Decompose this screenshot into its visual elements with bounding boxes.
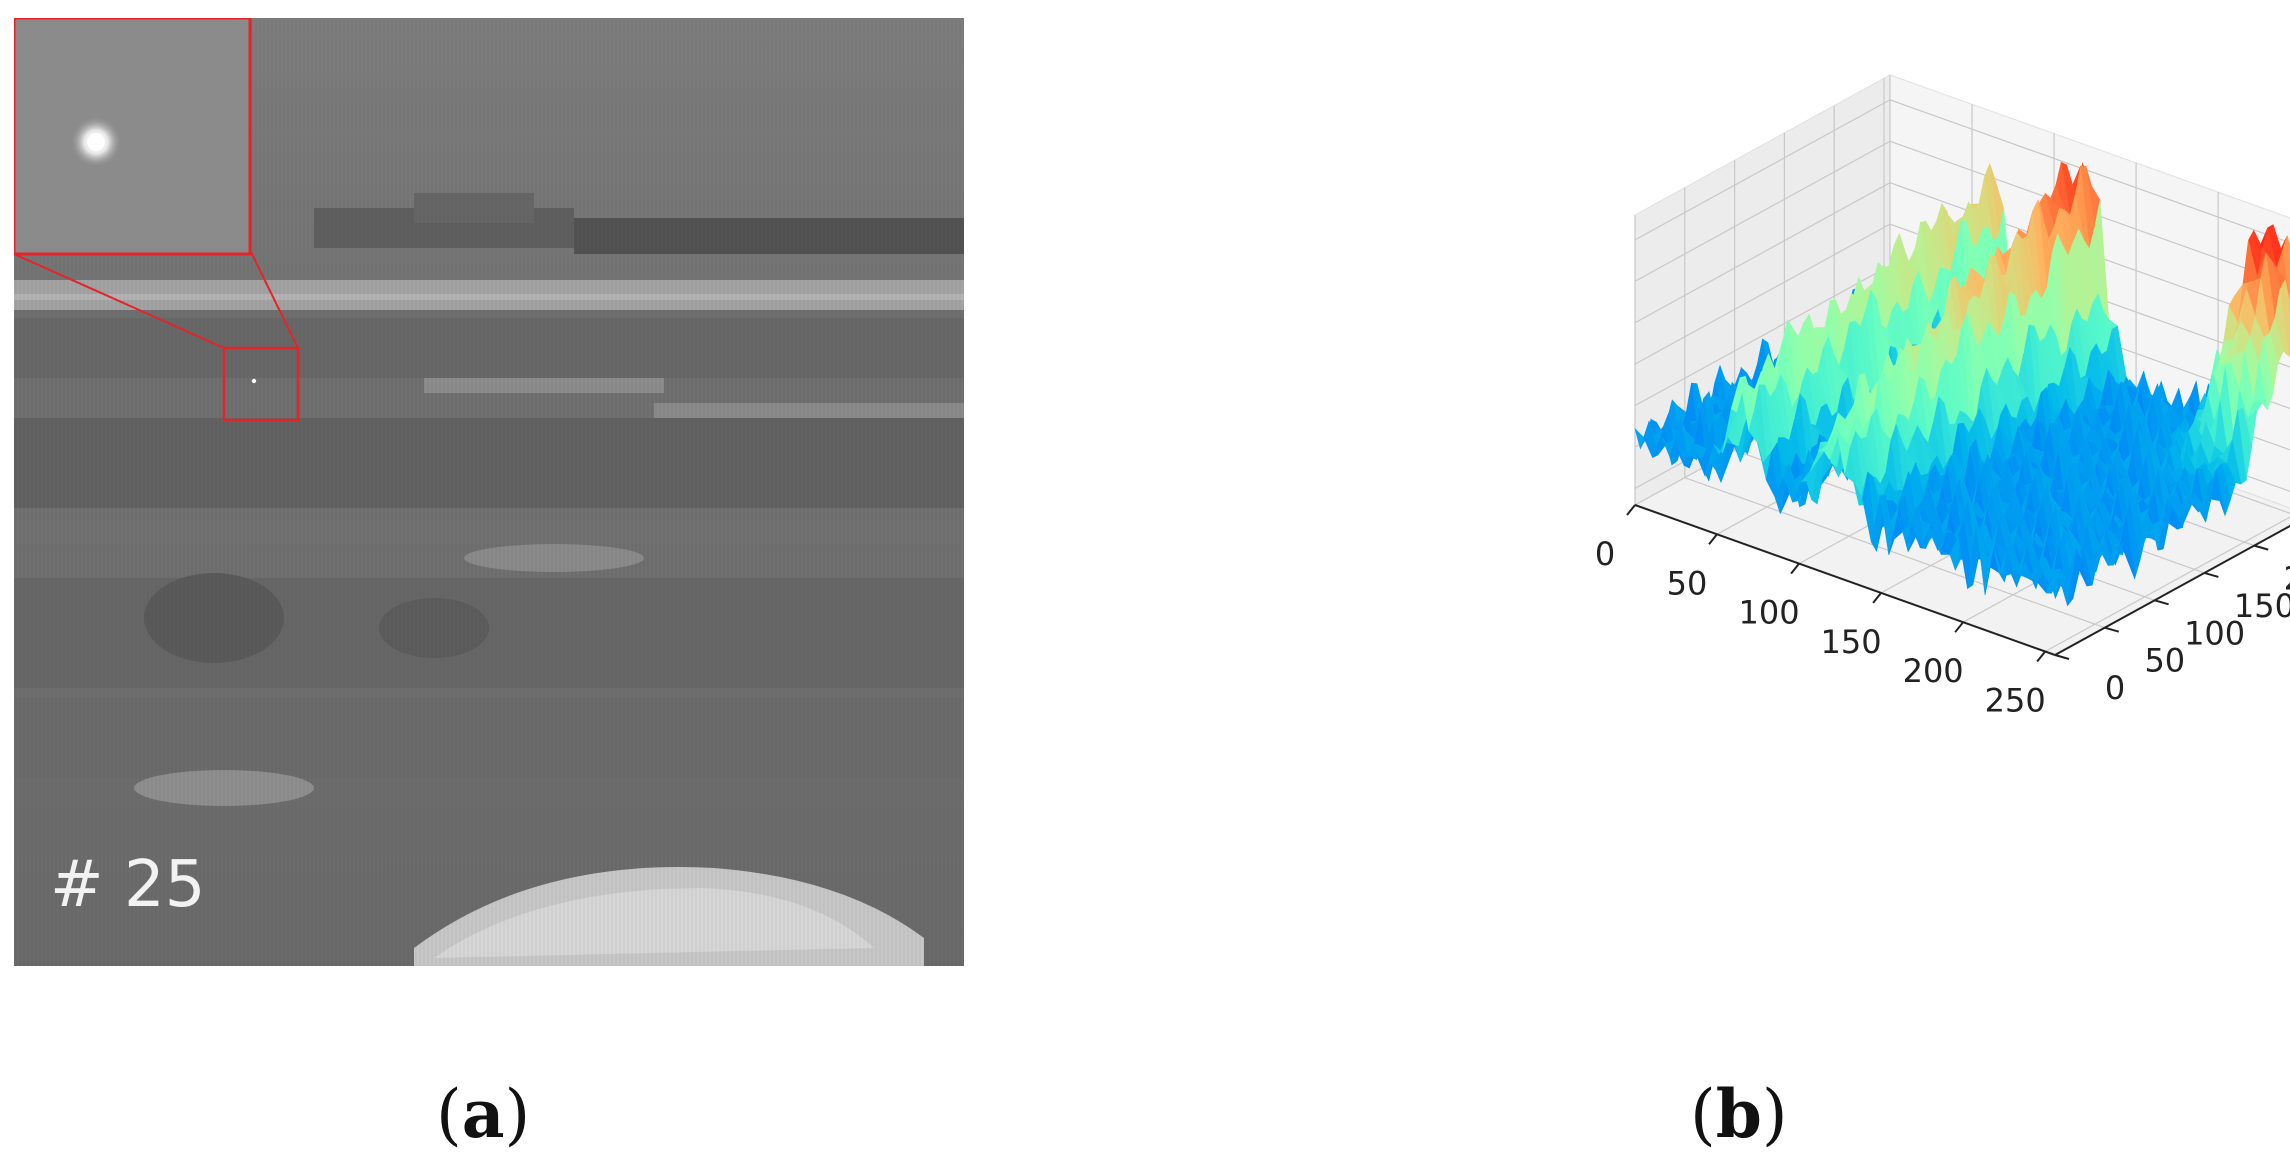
zoom-line-top — [249, 249, 299, 349]
grid-line — [1634, 182, 2290, 327]
y-tick-label: 0 — [2105, 669, 2125, 707]
scene — [14, 18, 964, 966]
x-tick — [1626, 504, 1636, 516]
surface-plot: 0501001502002500501001502002505075100125… — [1595, 74, 2290, 719]
grid-line — [2044, 516, 2290, 653]
y-tick-label: 200 — [2284, 560, 2290, 598]
surface-mesh — [1634, 161, 2290, 607]
zoom-inset — [14, 18, 252, 256]
caption-a: (a) — [436, 1075, 531, 1153]
x-tick-label: 50 — [1667, 564, 1708, 602]
x-tick — [1872, 592, 1882, 604]
y-tick — [2253, 544, 2269, 551]
infrared-image-panel: # 25 — [14, 18, 964, 966]
grid-line — [1684, 477, 2106, 629]
axis-ticks: 0501001502002500501001502002505075100125… — [1595, 504, 2290, 719]
frame-label: # 25 — [50, 848, 205, 922]
x-tick-label: 200 — [1903, 652, 1964, 690]
y-tick — [2154, 599, 2169, 606]
x-tick — [1790, 562, 1800, 575]
y-tick — [2204, 572, 2219, 578]
x-tick-label: 250 — [1985, 681, 2046, 719]
x-axis-line — [1634, 504, 2056, 656]
x-tick-label: 150 — [1821, 623, 1882, 661]
y-tick — [2054, 654, 2070, 660]
grid-line — [1634, 223, 2290, 368]
surface-patch — [2045, 568, 2061, 594]
y-tick-label: 50 — [2144, 642, 2185, 680]
grid-line — [1634, 140, 2290, 285]
axis-lines — [1634, 504, 2290, 656]
zoom-line-bottom — [14, 253, 225, 349]
grid-line — [1634, 99, 2290, 244]
x-tick-label: 100 — [1739, 594, 1800, 632]
y-tick — [2104, 626, 2120, 633]
x-tick-label: 0 — [1595, 535, 1615, 573]
y-axis-line — [2054, 524, 2290, 656]
y-tick-label: 150 — [2234, 587, 2290, 625]
target-box — [222, 346, 300, 422]
target-point — [251, 378, 257, 384]
caption-b: (b) — [1690, 1075, 1788, 1153]
x-tick — [2036, 650, 2046, 663]
x-tick — [1708, 533, 1718, 545]
x-tick — [1954, 621, 1964, 633]
y-tick-label: 100 — [2184, 614, 2245, 652]
